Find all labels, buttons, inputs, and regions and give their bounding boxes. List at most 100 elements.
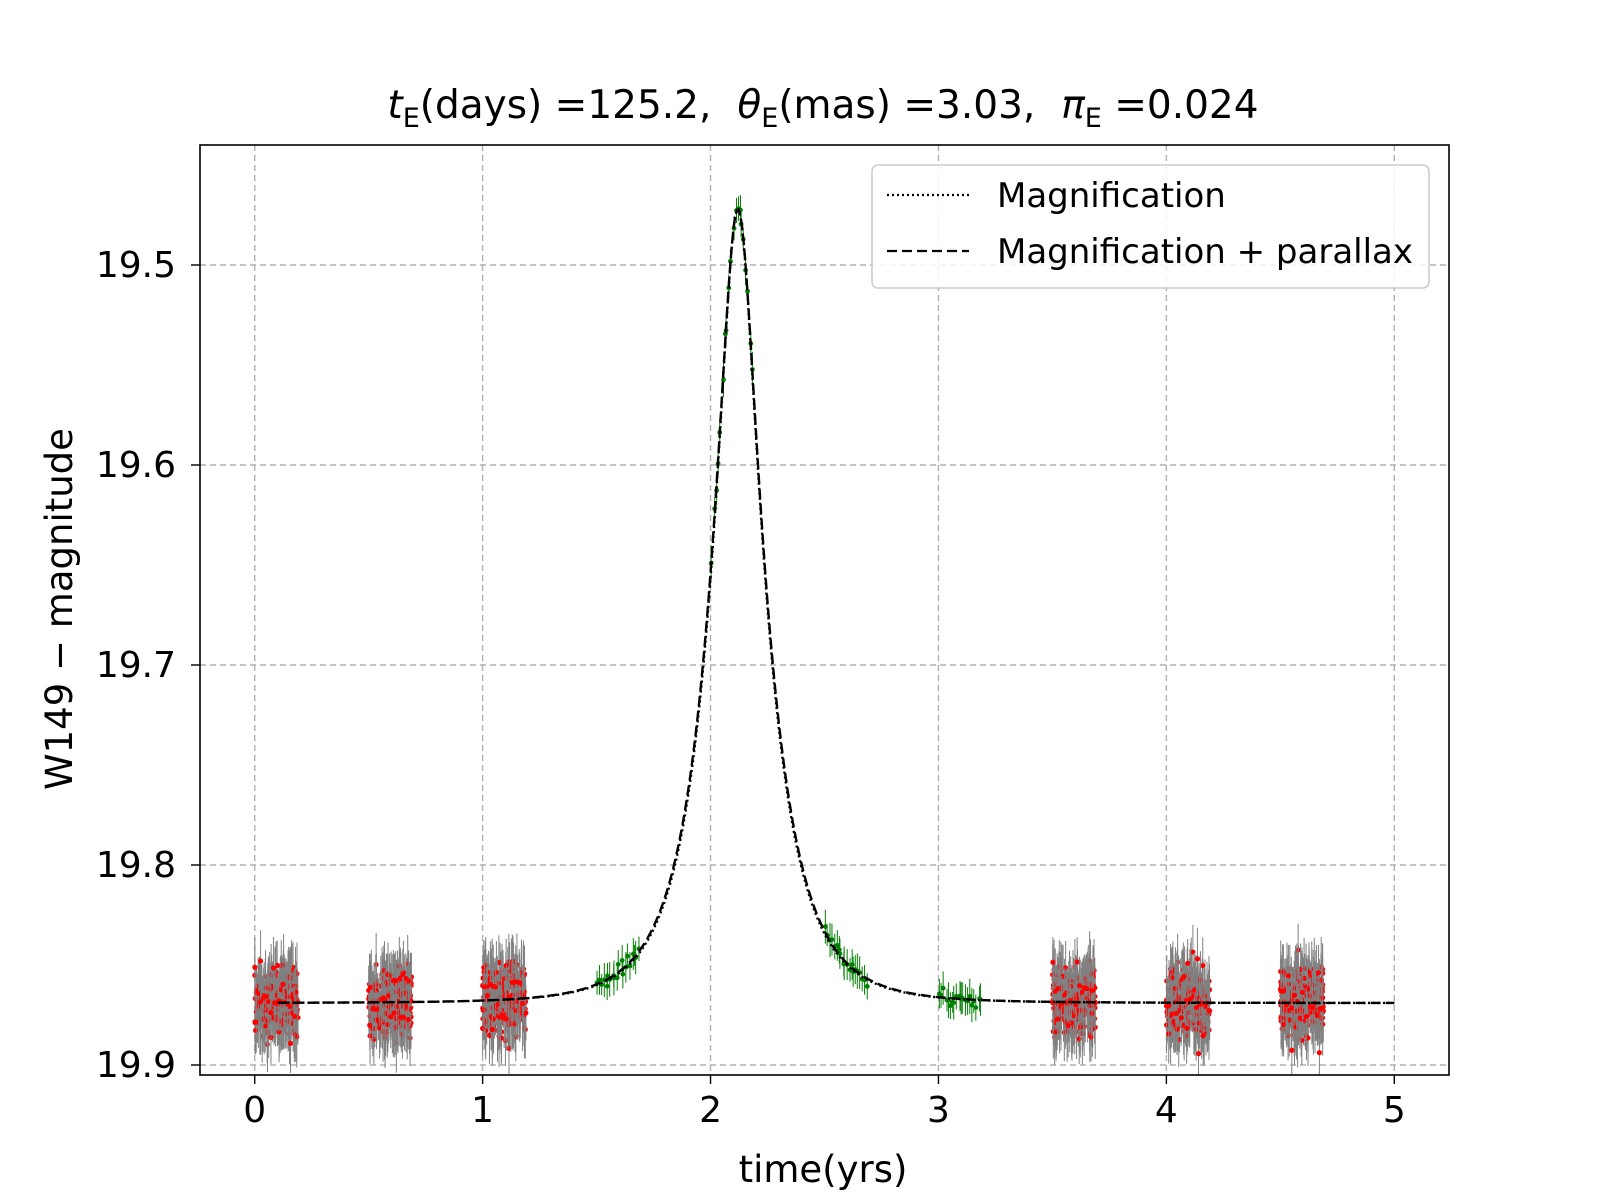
data-point [367,984,374,990]
data-point [1285,973,1292,979]
x-tick-label: 0 [243,1090,266,1131]
data-point [1289,1005,1295,1011]
data-point [1310,1005,1316,1011]
data-point [1278,988,1284,994]
data-point [367,1022,373,1028]
data-point [253,1019,259,1025]
data-point [721,377,726,383]
magnification-parallax-curve [277,208,1395,1005]
x-tick-label: 5 [1383,1090,1406,1131]
data-point [405,1016,411,1023]
data-point [379,996,385,1002]
data-point [951,1000,957,1006]
magnified-data-series [594,195,983,1023]
data-point [519,1000,526,1007]
legend: Magnification Magnification + parallax [871,164,1430,289]
data-point [489,1026,495,1033]
data-point [388,1014,394,1020]
data-point [268,1009,274,1016]
y-tick-label: 19.5 [96,245,176,286]
data-point [973,1005,979,1010]
data-point [512,979,518,985]
x-axis-label: time(yrs) [739,1148,908,1191]
data-point [1168,970,1175,976]
data-point [1068,1009,1074,1015]
data-point [1073,1002,1079,1008]
data-point [400,971,406,977]
data-point [1185,960,1191,966]
data-point [1166,1003,1172,1009]
data-point [1316,1050,1322,1056]
data-point [597,977,602,983]
data-point [1054,1016,1060,1022]
data-point [1303,1013,1309,1020]
data-point [1207,1008,1213,1014]
data-point [1314,1013,1320,1019]
y-tick-label: 19.6 [96,445,176,486]
data-point [1280,969,1286,975]
data-point [377,1025,383,1031]
x-tick-label: 3 [927,1090,950,1131]
x-axis-ticks: 0 1 2 3 4 5 [243,1075,1406,1131]
data-point [1173,1010,1179,1017]
y-tick-label: 19.7 [96,645,176,686]
magnification-curve [277,208,1395,1005]
data-point [1174,1026,1180,1032]
data-point [257,958,264,964]
data-point [1196,1020,1202,1026]
x-tick-label: 4 [1155,1090,1178,1131]
data-point [627,963,633,969]
data-point [517,979,523,986]
plot-frame [199,144,1450,1076]
data-point [969,1002,975,1008]
data-point [393,1003,400,1010]
data-point [1175,995,1181,1001]
data-point [400,1014,406,1020]
data-point [370,1006,376,1012]
data-point [490,983,497,990]
data-point [1076,1036,1082,1042]
data-point [1200,962,1206,969]
data-point [1178,1015,1184,1021]
data-point [615,961,621,967]
data-point [1304,986,1311,992]
data-point [1302,975,1308,981]
y-axis-ticks: 19.5 19.6 19.7 19.8 19.9 [96,245,200,1086]
data-point [1309,1009,1315,1016]
data-point [497,1014,503,1020]
model-curves-layer [277,208,1395,1005]
data-point [1055,986,1061,992]
chart-title: tE(days) =125.2, θE(mas) =3.03, πE =0.024 [387,83,1258,134]
data-point [1315,970,1322,976]
data-point [1291,992,1298,998]
data-point [1285,1007,1291,1014]
data-point [1079,989,1085,996]
data-point [1295,1007,1302,1013]
data-point [385,1021,391,1028]
data-point [482,984,488,990]
data-point [605,973,610,979]
data-point [1193,1026,1199,1032]
data-point [262,1023,268,1029]
data-point [1071,996,1077,1002]
data-point [1089,987,1095,994]
data-point [385,971,391,978]
data-point [829,937,835,942]
legend-label-magnification-parallax: Magnification + parallax [997,232,1413,272]
x-tick-label: 1 [471,1090,494,1131]
data-point [864,983,870,989]
data-point [258,999,264,1005]
data-point [490,1016,496,1022]
data-point [397,975,403,981]
legend-label-magnification: Magnification [997,176,1226,216]
data-point [967,993,973,999]
data-point [287,1011,293,1017]
data-point [270,965,277,971]
y-tick-label: 19.9 [96,1045,176,1086]
data-point [1184,1025,1190,1031]
data-point [253,1027,259,1034]
data-point [834,943,840,948]
data-point [1070,1013,1076,1019]
x-tick-label: 2 [699,1090,722,1131]
